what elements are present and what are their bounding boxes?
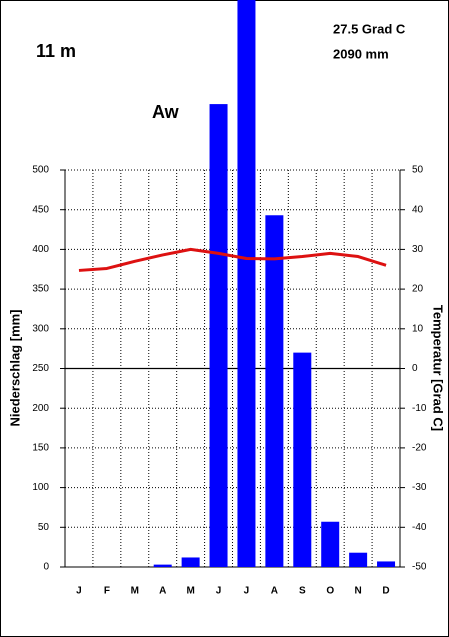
- y2-tick-label: 30: [412, 244, 424, 255]
- y-tick-label: 50: [38, 522, 50, 533]
- y-axis-label: Niederschlag [mm]: [7, 309, 22, 426]
- bar: [153, 564, 172, 567]
- y-tick-label: 300: [32, 323, 49, 334]
- bar: [209, 104, 228, 568]
- bar: [265, 215, 284, 567]
- bar: [237, 0, 256, 567]
- bar: [349, 552, 368, 567]
- y2-tick-label: -10: [412, 403, 427, 414]
- bar: [321, 521, 340, 567]
- y-tick-label: 150: [32, 443, 49, 454]
- mean-temperature: 27.5 Grad C: [333, 21, 406, 36]
- y-tick-label: 100: [32, 482, 49, 493]
- x-tick-label: A: [271, 586, 278, 597]
- x-tick-label: J: [244, 586, 250, 597]
- y-tick-label: 450: [32, 204, 49, 215]
- y2-tick-label: -20: [412, 443, 427, 454]
- x-tick-label: M: [131, 586, 139, 597]
- altitude: 11 m: [36, 41, 76, 61]
- x-tick-label: D: [382, 586, 389, 597]
- y2-tick-label: 40: [412, 204, 424, 215]
- x-tick-label: A: [159, 586, 166, 597]
- temperature-line: [78, 247, 387, 272]
- x-tick-label: J: [76, 586, 82, 597]
- x-tick-label: J: [216, 586, 222, 597]
- y-tick-label: 350: [32, 284, 49, 295]
- y-tick-label: 200: [32, 403, 49, 414]
- y2-tick-label: -40: [412, 522, 427, 533]
- y2-tick-label: 50: [412, 165, 424, 176]
- y-tick-label: 250: [32, 363, 49, 374]
- y-tick-label: 0: [43, 562, 49, 573]
- x-tick-label: S: [299, 586, 306, 597]
- y2-tick-label: 0: [412, 363, 418, 374]
- y2-axis-label: Temperatur [Grad C]: [431, 305, 446, 431]
- annual-precipitation: 2090 mm: [333, 46, 389, 61]
- bar: [293, 352, 312, 567]
- climate-class: Aw: [152, 102, 180, 122]
- x-tick-label: N: [355, 586, 362, 597]
- x-tick-label: O: [326, 586, 334, 597]
- x-tick-label: F: [104, 586, 110, 597]
- y2-tick-label: -50: [412, 562, 427, 573]
- y2-tick-label: 10: [412, 323, 424, 334]
- y-tick-label: 500: [32, 165, 49, 176]
- bar: [377, 561, 396, 567]
- x-tick-label: M: [186, 586, 194, 597]
- bar: [181, 557, 200, 567]
- y2-tick-label: 20: [412, 284, 424, 295]
- y-tick-label: 400: [32, 244, 49, 255]
- y2-tick-label: -30: [412, 482, 427, 493]
